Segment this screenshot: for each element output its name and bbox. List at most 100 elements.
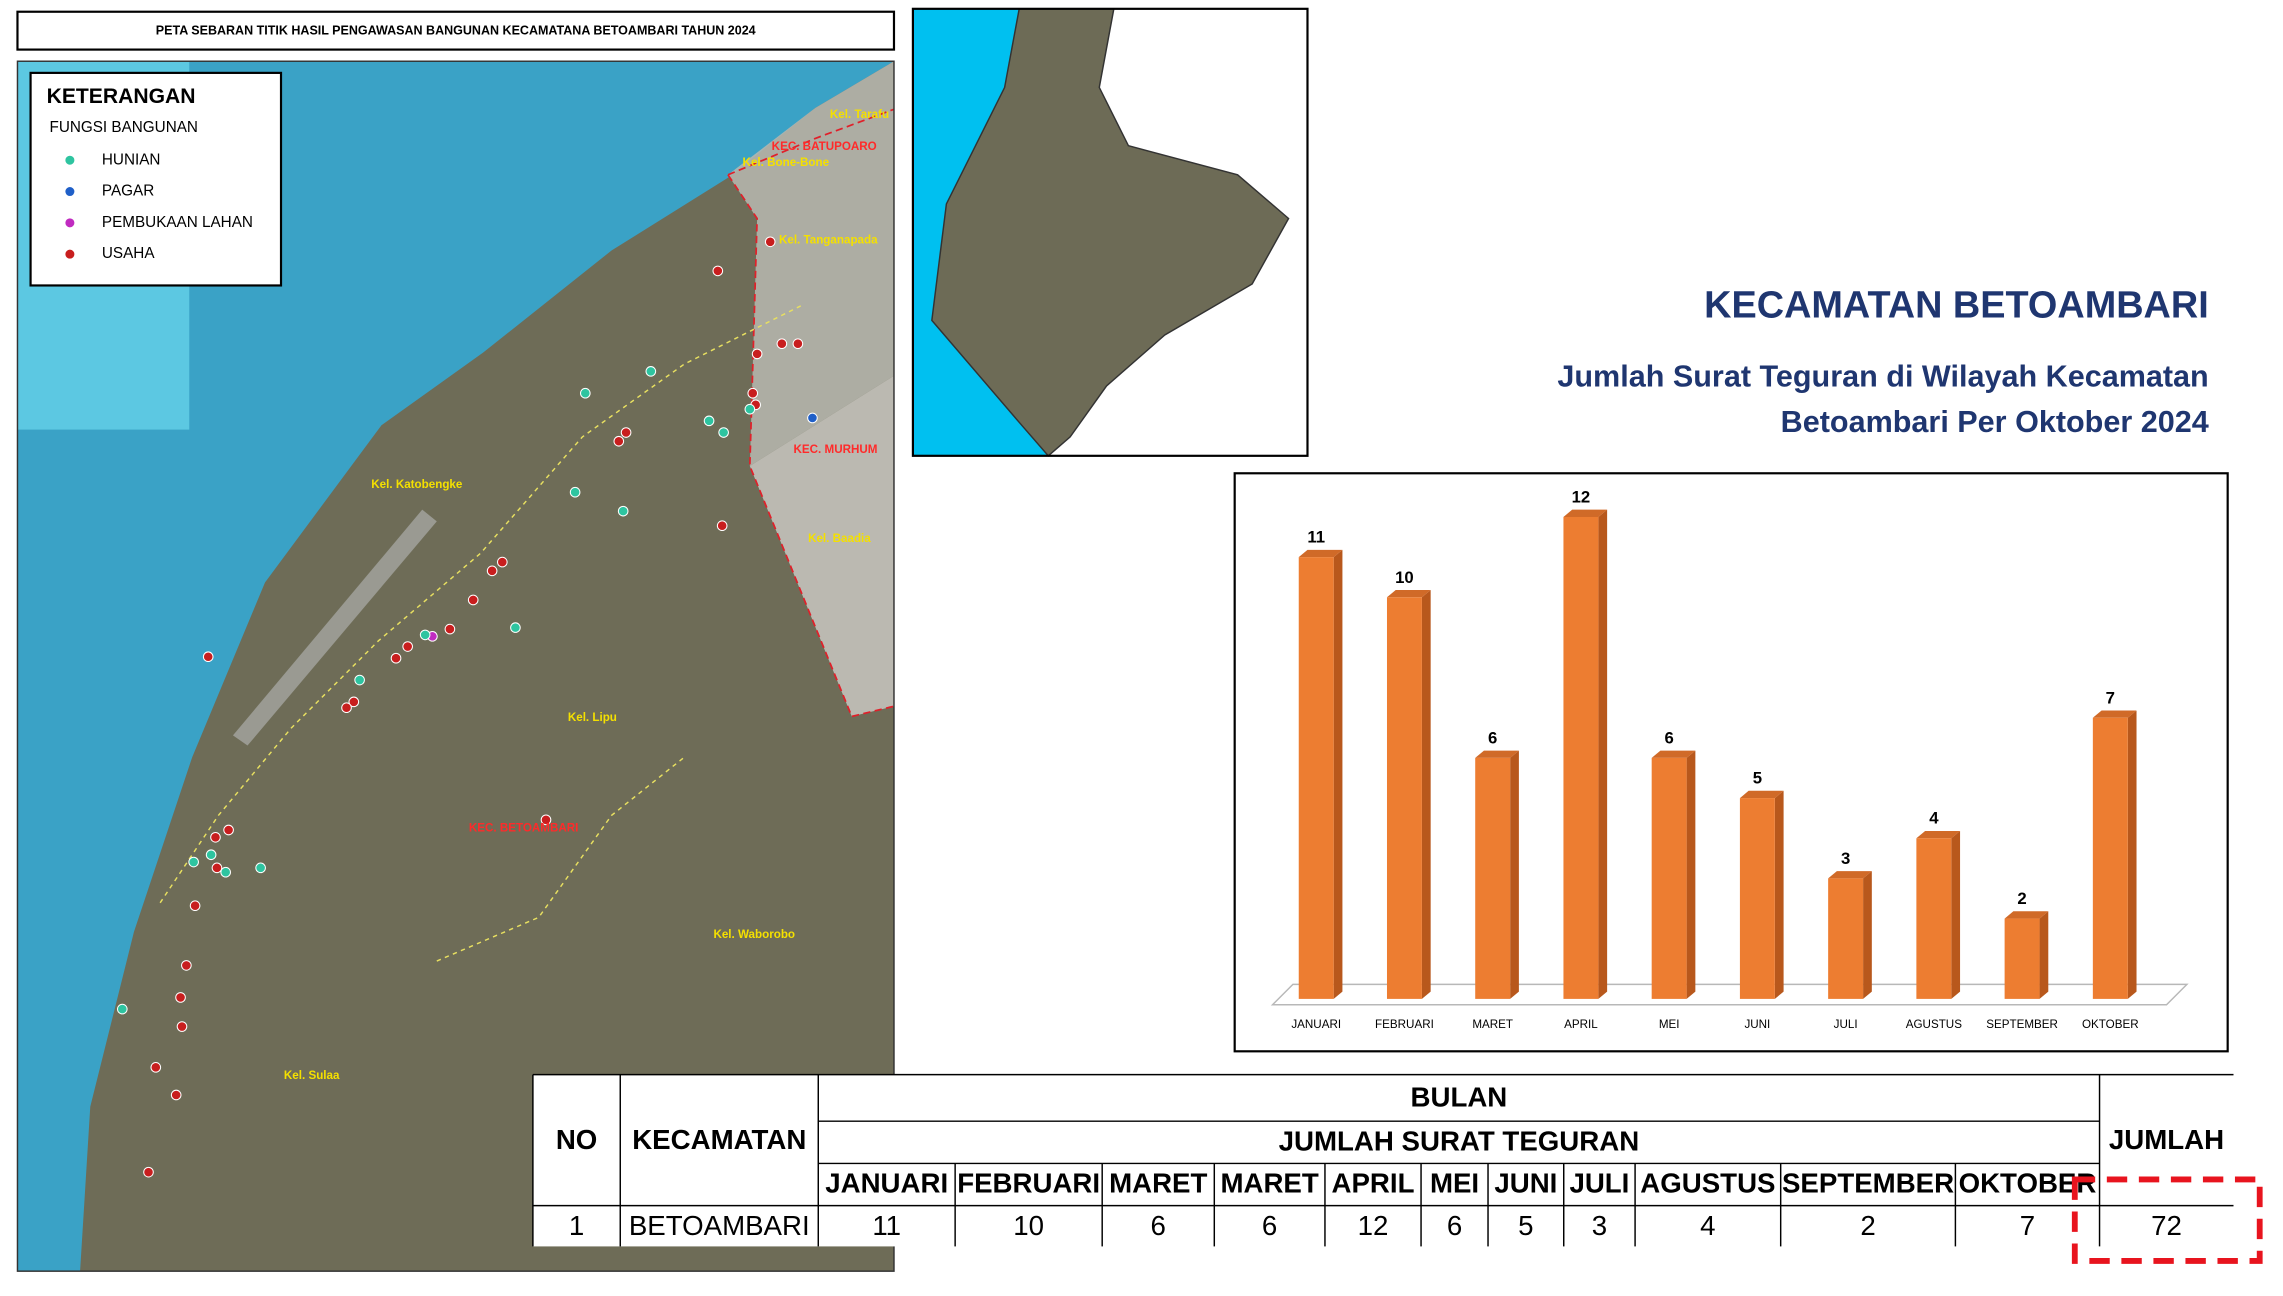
map-point (444, 623, 456, 635)
x-tick-label: AGUSTUS (1906, 1018, 1962, 1031)
x-tick-label: JANUARI (1291, 1018, 1341, 1031)
inset-frame (911, 7, 1309, 457)
table-header: APRIL (1332, 1168, 1415, 1199)
bar-side (1421, 590, 1431, 999)
table-header: JANUARI (825, 1168, 948, 1199)
bar (1298, 557, 1334, 999)
land-other (727, 61, 894, 467)
map-point (807, 412, 818, 424)
heading-subtitle: Betoambari Per Oktober 2024 (1781, 405, 2209, 439)
legend-marker (64, 217, 76, 229)
table-header: JUNI (1494, 1168, 1557, 1199)
chart-frame (1233, 472, 2229, 1053)
bar-side (1863, 871, 1872, 999)
bar-top (1386, 590, 1431, 598)
map-point (569, 486, 581, 498)
bar-top (1828, 871, 1872, 879)
bar (1739, 798, 1775, 999)
table-header: NO (556, 1124, 597, 1155)
land (80, 61, 894, 1272)
map-point (143, 1166, 154, 1178)
map-point (620, 427, 632, 438)
map-point (181, 960, 192, 971)
bar-top (1651, 750, 1696, 758)
value-label: 4 (1929, 809, 1939, 828)
value-label: 6 (1488, 728, 1497, 747)
map-point (116, 1003, 128, 1015)
bar (1916, 838, 1952, 999)
highlight-box (2071, 1176, 2263, 1264)
legend-item: USAHA (102, 245, 155, 262)
table: NO KECAMATAN BULAN JUMLAH SURAT TEGURAN JUML… (532, 1073, 2234, 1247)
bar (1651, 757, 1687, 999)
map-label: Kel. Katobengke (371, 478, 463, 491)
table-header: MARET (1109, 1168, 1207, 1199)
x-tick-label: JULI (1834, 1018, 1858, 1031)
heading-subtitle: Jumlah Surat Teguran di Wilayah Kecamata… (1557, 360, 2208, 394)
table-header: MEI (1430, 1168, 1479, 1199)
x-tick-label: MEI (1659, 1018, 1680, 1031)
table-cell: 7 (2020, 1210, 2035, 1241)
table-cell: 72 (2151, 1210, 2182, 1241)
map-point (579, 387, 591, 399)
boundary (727, 108, 895, 176)
bar-side (1510, 750, 1519, 999)
table-cell: 4 (1700, 1210, 1715, 1241)
map-label: Kel. Tarafu (830, 108, 889, 121)
x-tick-label: SEPTEMBER (1986, 1018, 2058, 1031)
value-label: 7 (2106, 688, 2115, 707)
map-point (776, 338, 788, 350)
bar-side (1686, 750, 1696, 999)
legend-marker (64, 154, 76, 166)
map-frame (16, 60, 895, 1272)
map-point (341, 702, 352, 714)
map-point (617, 505, 629, 517)
legend: HUNIAN PAGAR PEMBUKAAN LAHAN USAHA (64, 151, 253, 262)
map-label: Kel. Bone-Bone (743, 156, 830, 169)
map-point (645, 366, 657, 377)
legend-marker (64, 248, 76, 260)
runway (232, 509, 437, 746)
legend-item: PAGAR (102, 183, 154, 200)
legend-item: PEMBUKAAN LAHAN (102, 214, 253, 231)
value-label: 3 (1841, 849, 1850, 868)
table-cell: 2 (1860, 1210, 1875, 1241)
value-label: 12 (1572, 487, 1591, 506)
table-cell: BETOAMBARI (629, 1210, 810, 1241)
map-point (175, 992, 186, 1003)
chart: 11 JANUARI 10 FEBRUARI 6 MARET 12 APRIL 6 MEI 5 JUN… (1291, 487, 2138, 1031)
map-point (150, 1062, 162, 1073)
map-label: Kel. Sulaa (284, 1069, 340, 1082)
inset-sea (912, 8, 1049, 456)
map-point (402, 641, 413, 652)
bar-top (2004, 911, 2049, 919)
bar-top (1739, 790, 1784, 799)
map-label: Kel. Waborobo (713, 928, 795, 941)
bar-side (1774, 790, 1784, 999)
bar-side (2039, 911, 2049, 999)
x-tick-label: MARET (1472, 1018, 1513, 1031)
value-label: 2 (2017, 889, 2026, 908)
table-header: KECAMATAN (632, 1124, 806, 1155)
x-tick-label: FEBRUARI (1375, 1018, 1434, 1031)
map-point (176, 1021, 188, 1032)
chart-floor (1270, 983, 2189, 1006)
value-label: 10 (1395, 568, 1414, 587)
map-title: PETA SEBARAN TITIK HASIL PENGAWASAN BANG… (156, 24, 756, 38)
map-point (747, 387, 759, 399)
map-point (348, 696, 360, 708)
land-other (749, 375, 894, 717)
bar-top (1298, 549, 1343, 558)
map-label: KEC. MURHUM (794, 443, 878, 456)
table-cell: 3 (1592, 1210, 1607, 1241)
bar-top (1563, 509, 1608, 517)
table-header: JUMLAH (2109, 1124, 2224, 1155)
map-label: Kel. Lipu (568, 711, 617, 724)
road (436, 756, 685, 962)
map-point (764, 236, 776, 248)
map-label: Kel. Baadia (808, 532, 871, 545)
table-header: BULAN (1411, 1082, 1508, 1113)
bar-side (1598, 509, 1608, 999)
map-point (205, 849, 217, 861)
